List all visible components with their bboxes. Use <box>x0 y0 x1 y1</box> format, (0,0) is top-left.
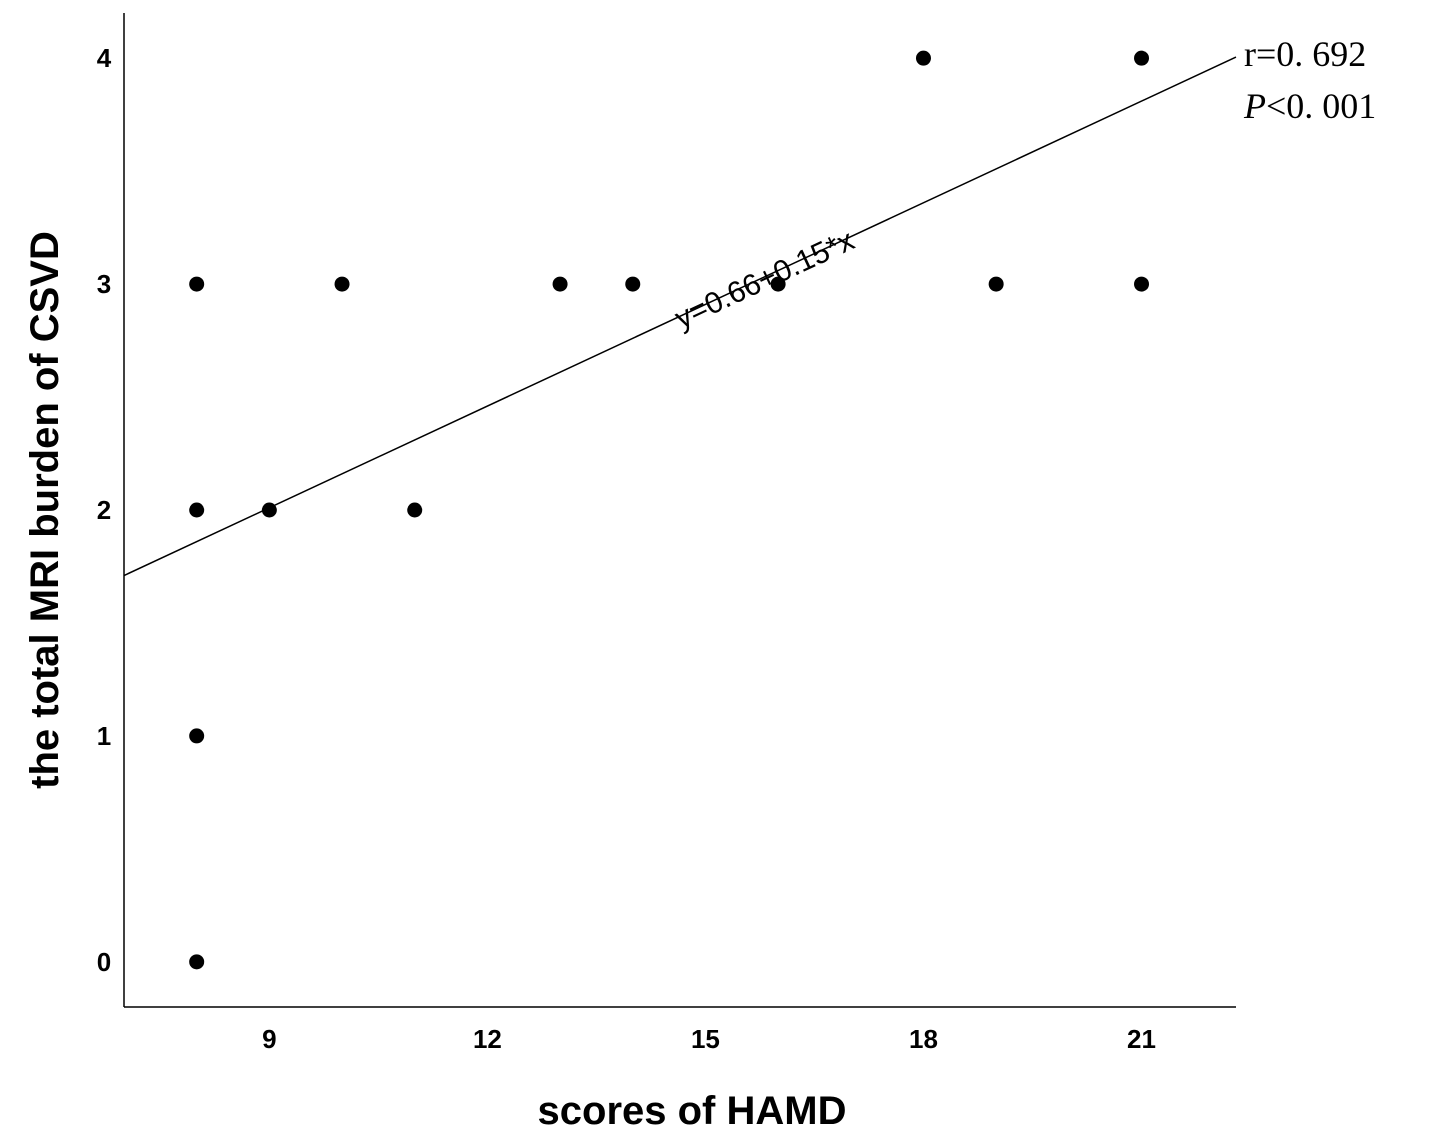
y-tick-label: 1 <box>97 721 111 751</box>
p-symbol: P <box>1243 86 1266 126</box>
data-point <box>1134 50 1150 66</box>
correlation-r-label: r=0. 692 <box>1244 34 1366 74</box>
y-axis-title: the total MRI burden of CSVD <box>23 231 67 789</box>
data-points <box>189 50 1150 970</box>
data-point <box>407 502 423 518</box>
data-point <box>334 276 350 292</box>
data-point <box>261 502 277 518</box>
data-point <box>915 50 931 66</box>
x-axis-title: scores of HAMD <box>538 1089 847 1133</box>
data-point <box>625 276 641 292</box>
y-tick-label: 2 <box>97 495 111 525</box>
y-tick-label: 3 <box>97 269 111 299</box>
x-tick-label: 21 <box>1127 1024 1156 1054</box>
data-point <box>189 276 205 292</box>
p-value-label: P<0. 001 <box>1243 86 1376 126</box>
axes <box>123 13 1236 1008</box>
data-point <box>189 954 205 970</box>
data-point <box>189 728 205 744</box>
data-point <box>552 276 568 292</box>
y-tick-labels: 0 1 2 3 4 <box>97 43 112 977</box>
data-point <box>988 276 1004 292</box>
x-tick-label: 18 <box>909 1024 938 1054</box>
data-point <box>189 502 205 518</box>
p-value-text: <0. 001 <box>1266 86 1376 126</box>
x-tick-labels: 9 12 15 18 21 <box>262 1024 1156 1054</box>
x-tick-label: 15 <box>691 1024 720 1054</box>
x-tick-label: 12 <box>473 1024 502 1054</box>
y-tick-label: 0 <box>97 947 111 977</box>
data-point <box>770 276 786 292</box>
data-point <box>1134 276 1150 292</box>
y-tick-label: 4 <box>97 43 112 73</box>
regression-line <box>123 56 1237 577</box>
x-tick-label: 9 <box>262 1024 276 1054</box>
regression-equation-label: y=0.66+0.15*x <box>670 224 859 336</box>
